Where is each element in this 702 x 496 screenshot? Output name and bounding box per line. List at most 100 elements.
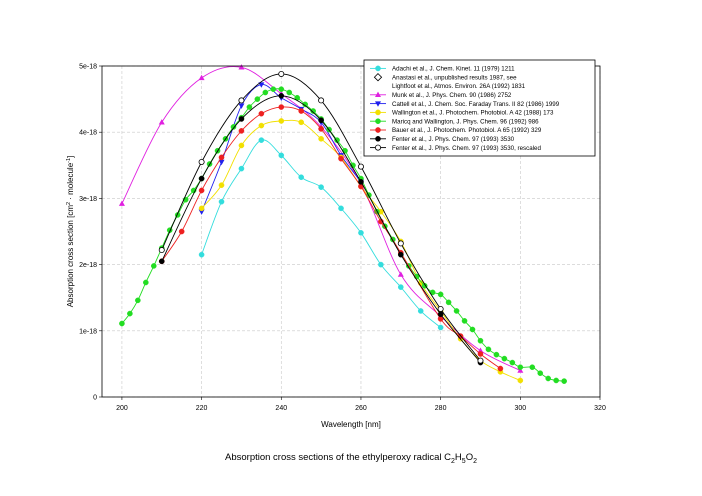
data-point — [517, 367, 524, 373]
x-tick-label: 200 — [116, 405, 128, 412]
data-point — [437, 291, 444, 298]
x-tick-label: 260 — [355, 405, 367, 412]
plot-series — [118, 64, 567, 384]
data-point — [437, 311, 444, 318]
data-point — [198, 187, 205, 194]
data-point — [501, 355, 508, 362]
data-point — [437, 305, 444, 312]
data-point — [230, 124, 237, 130]
data-point — [517, 377, 524, 384]
data-point — [298, 108, 305, 114]
series-6 — [158, 104, 504, 372]
legend-marker — [375, 109, 381, 116]
data-point — [529, 364, 536, 371]
legend-marker — [375, 91, 381, 97]
data-point — [127, 310, 133, 317]
y-tick-label: 5e-18 — [79, 64, 97, 71]
legend-label: Fenter et al., J. Phys. Chem. 97 (1993) … — [392, 136, 515, 143]
legend-entry-8 — [370, 144, 386, 151]
data-point — [198, 251, 205, 258]
x-tick-label: 320 — [594, 405, 606, 412]
data-point — [445, 299, 452, 306]
legend-label: Munk et al., J. Phys. Chem. 90 (1986) 27… — [392, 92, 512, 99]
data-point — [318, 117, 324, 124]
data-point — [238, 142, 245, 149]
legend-label: Cattell et al., J. Chem. Soc. Faraday Tr… — [392, 101, 560, 108]
data-point — [238, 128, 245, 134]
data-point — [218, 198, 225, 205]
data-point — [477, 357, 484, 364]
data-point — [397, 271, 404, 277]
legend-label: Wallington et al., J. Photochem. Photobi… — [392, 110, 554, 117]
legend-marker — [375, 127, 381, 133]
data-point — [238, 64, 245, 70]
data-point — [178, 228, 185, 235]
x-tick-label: 280 — [435, 405, 447, 412]
data-point — [143, 279, 149, 286]
legend-marker — [375, 65, 381, 72]
series-line — [201, 139, 441, 328]
data-point — [198, 175, 205, 182]
legend-entry-5 — [370, 118, 386, 124]
legend-marker — [373, 73, 383, 82]
legend-label: Adachi et al., J. Chem. Kinet. 11 (1979)… — [392, 66, 515, 73]
data-point — [150, 263, 157, 269]
y-tick-label: 3e-18 — [79, 196, 97, 203]
data-point — [477, 337, 484, 344]
data-point — [358, 230, 364, 236]
chart: 200 220 240 260 280 300 320 0 1e-18 2e-18 3e-18 4e-… — [66, 59, 606, 429]
legend-entry-1 — [373, 73, 383, 82]
series-7 — [158, 92, 484, 366]
data-point — [397, 240, 404, 247]
y-axis-title: Absorption cross section [cm2 · molecule… — [66, 156, 75, 308]
data-point — [493, 351, 500, 358]
data-point — [254, 96, 261, 102]
legend-label: Anastasi et al., unpublished results 198… — [392, 74, 517, 81]
data-point — [258, 137, 265, 143]
data-point — [258, 110, 265, 117]
axis-ticks: 200 220 240 260 280 300 320 0 1e-18 2e-18 3e-18 4e-… — [79, 64, 606, 413]
data-point — [118, 200, 125, 206]
data-point — [537, 370, 544, 376]
data-point — [497, 365, 504, 372]
data-point — [198, 158, 205, 165]
legend-box — [363, 59, 596, 157]
data-point — [469, 326, 476, 333]
series-0 — [198, 137, 444, 331]
legend-label: Bauer et al., J. Photochem. Photobiol. A… — [392, 127, 542, 134]
legend-label: Lightfoot et al., Atmos. Environ. 26A (1… — [392, 83, 526, 90]
data-point — [517, 364, 524, 371]
data-point — [453, 308, 460, 314]
legend-marker — [374, 144, 381, 151]
data-point — [302, 101, 308, 108]
data-point — [238, 116, 245, 122]
data-point — [477, 347, 484, 353]
data-point — [238, 165, 245, 172]
figure-caption: Absorption cross sections of the ethylpe… — [225, 452, 477, 465]
data-point — [310, 108, 316, 114]
data-point — [119, 320, 125, 327]
x-tick-label: 220 — [196, 405, 208, 412]
data-point — [158, 258, 165, 265]
data-point — [278, 70, 285, 77]
data-point — [246, 104, 253, 110]
x-axis-title: Wavelength [nm] — [321, 420, 381, 429]
data-point — [286, 89, 293, 96]
data-point — [262, 89, 269, 96]
data-point — [158, 247, 165, 254]
data-point — [298, 119, 305, 126]
data-point — [477, 351, 484, 357]
legend-entry-4 — [370, 109, 386, 116]
legend: Adachi et al., J. Chem. Kinet. 11 (1979)… — [363, 59, 596, 157]
data-point — [158, 119, 165, 125]
x-tick-label: 240 — [275, 405, 287, 412]
legend-label: Maricq and Wallington, J. Phys. Chem. 96… — [392, 118, 539, 125]
y-tick-label: 2e-18 — [79, 262, 97, 269]
data-point — [218, 154, 225, 161]
y-tick-label: 1e-18 — [79, 328, 97, 335]
data-point — [338, 155, 344, 162]
data-point — [198, 209, 205, 215]
data-point — [417, 308, 424, 314]
data-point — [357, 163, 364, 170]
y-tick-label: 0 — [93, 395, 97, 402]
